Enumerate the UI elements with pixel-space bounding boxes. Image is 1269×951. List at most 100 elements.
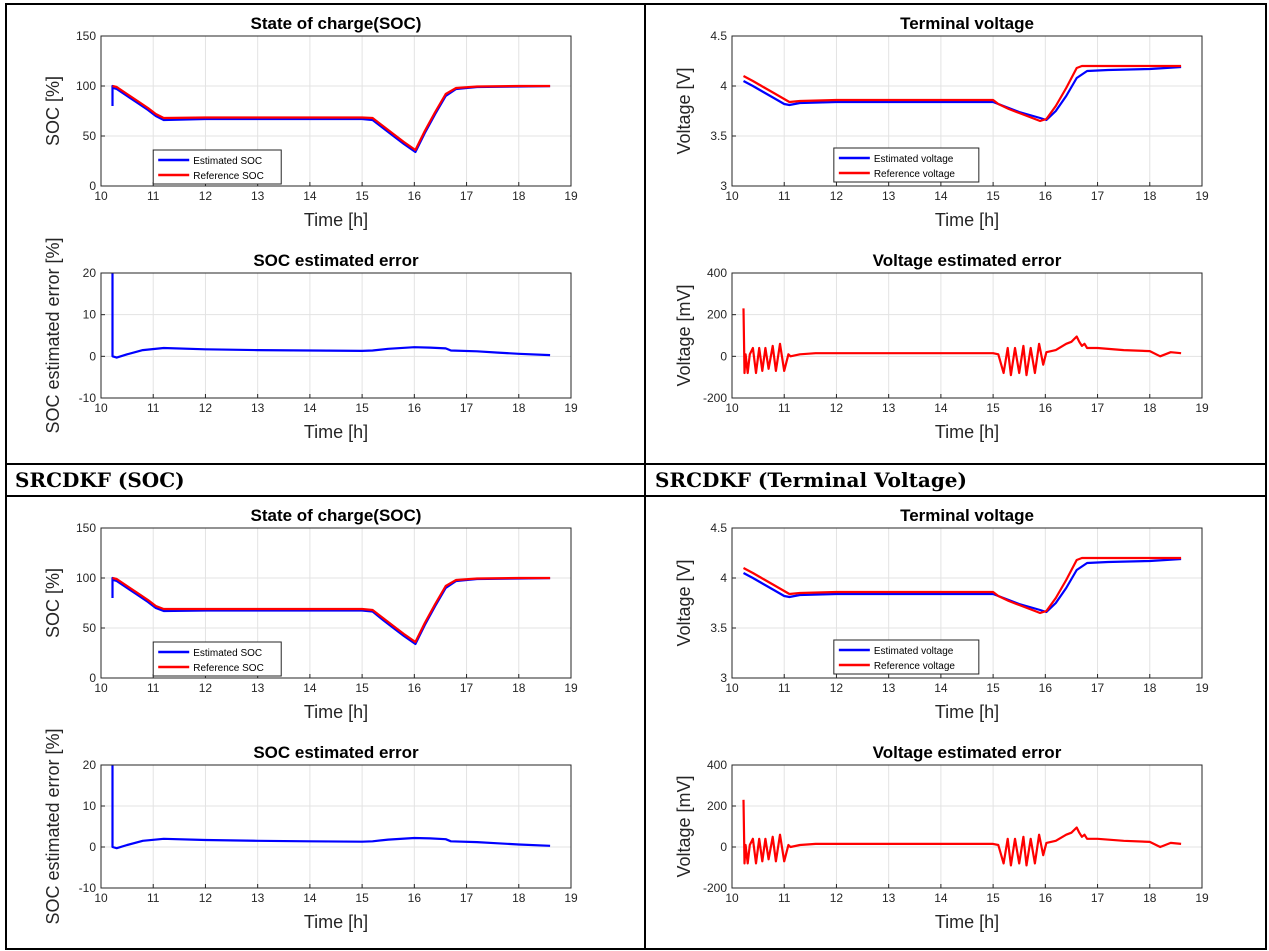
chart-title: Voltage estimated error — [873, 251, 1062, 270]
x-tick-label: 17 — [1091, 891, 1105, 905]
x-tick-label: 17 — [1091, 401, 1105, 415]
x-tick-label: 15 — [986, 681, 1000, 695]
y-tick-label: -200 — [703, 881, 727, 895]
y-tick-label: 4.5 — [710, 29, 727, 43]
x-tick-label: 17 — [460, 891, 474, 905]
y-tick-label: -10 — [79, 881, 97, 895]
x-tick-label: 13 — [251, 681, 265, 695]
table-border-middle — [644, 3, 646, 950]
chart-title: Voltage estimated error — [873, 743, 1062, 762]
x-tick-label: 19 — [1195, 681, 1209, 695]
chart-terminal-voltage-bottom: 10 11 12 13 14 15 16 17 18 19 3 3.5 4 4.5 Terminal vol… — [674, 506, 1209, 722]
x-tick-label: 19 — [564, 891, 578, 905]
x-axis-label: Time [h] — [304, 210, 368, 230]
x-axis-label: Time [h] — [935, 702, 999, 722]
x-tick-label: 12 — [199, 401, 213, 415]
chart-voltage-error-top: 10 11 12 13 14 15 16 17 18 19 -200 0 200 400 Voltage e… — [674, 251, 1209, 442]
y-tick-label: 20 — [83, 266, 97, 280]
y-axis-label: Voltage [V] — [674, 559, 694, 646]
y-axis-label: SOC [%] — [43, 76, 63, 146]
y-tick-label: 3 — [720, 179, 727, 193]
chart-soc-error-top: 10 11 12 13 14 15 16 17 18 19 -10 0 10 20 SOC estimate… — [43, 237, 578, 442]
y-tick-label: 4 — [720, 571, 727, 585]
x-tick-label: 12 — [199, 681, 213, 695]
x-axis-label: Time [h] — [935, 912, 999, 932]
chart-title: SOC estimated error — [253, 743, 419, 762]
x-tick-label: 13 — [251, 401, 265, 415]
x-tick-label: 10 — [725, 891, 739, 905]
x-tick-label: 18 — [512, 401, 526, 415]
x-tick-label: 10 — [94, 891, 108, 905]
chart-soc-bottom: 10 11 12 13 14 15 16 17 18 19 0 50 100 150 State of ch… — [43, 506, 578, 722]
x-tick-label: 19 — [564, 189, 578, 203]
x-tick-label: 14 — [303, 891, 317, 905]
x-tick-label: 17 — [460, 401, 474, 415]
legend-box — [833, 639, 980, 675]
x-tick-label: 13 — [251, 891, 265, 905]
y-tick-label: 400 — [707, 266, 727, 280]
x-tick-label: 11 — [147, 891, 160, 905]
y-tick-label: 10 — [83, 308, 97, 322]
series-line-1 — [112, 84, 551, 152]
x-tick-label: 19 — [1195, 401, 1209, 415]
x-tick-label: 10 — [94, 189, 108, 203]
y-tick-label: 50 — [83, 621, 97, 635]
y-tick-label: 4 — [720, 79, 727, 93]
y-tick-label: 4.5 — [710, 521, 727, 535]
x-tick-label: 11 — [778, 891, 791, 905]
y-tick-label: 0 — [89, 671, 96, 685]
x-tick-label: 12 — [830, 189, 844, 203]
x-tick-label: 14 — [934, 891, 948, 905]
chart-title: Terminal voltage — [900, 14, 1034, 33]
y-tick-label: -200 — [703, 391, 727, 405]
x-tick-label: 16 — [408, 681, 422, 695]
chart-title: Terminal voltage — [900, 506, 1034, 525]
x-tick-label: 16 — [1039, 681, 1053, 695]
x-tick-label: 12 — [830, 401, 844, 415]
x-tick-label: 16 — [1039, 891, 1053, 905]
y-tick-label: 150 — [76, 29, 96, 43]
legend-label: Estimated SOC — [193, 648, 262, 659]
y-tick-label: 0 — [89, 840, 96, 854]
x-tick-label: 13 — [882, 189, 896, 203]
y-axis-label: Voltage [V] — [674, 67, 694, 154]
series-line-0 — [742, 308, 1182, 377]
y-tick-label: 3.5 — [710, 129, 727, 143]
x-tick-label: 10 — [94, 681, 108, 695]
x-tick-label: 12 — [830, 681, 844, 695]
table-border-left — [5, 3, 7, 950]
series-line-0 — [742, 799, 1182, 867]
y-tick-label: 150 — [76, 521, 96, 535]
legend-box — [833, 147, 980, 183]
caption-soc: SRCDKF (SOC) — [15, 468, 185, 492]
x-tick-label: 10 — [725, 189, 739, 203]
x-tick-label: 15 — [355, 891, 369, 905]
x-tick-label: 14 — [934, 681, 948, 695]
x-tick-label: 14 — [934, 189, 948, 203]
x-tick-label: 10 — [725, 401, 739, 415]
x-tick-label: 15 — [986, 189, 1000, 203]
axes-box — [100, 35, 572, 187]
x-tick-label: 16 — [408, 189, 422, 203]
x-tick-label: 11 — [147, 401, 160, 415]
y-axis-label: Voltage [mV] — [674, 775, 694, 877]
y-tick-label: 200 — [707, 799, 727, 813]
y-axis-label: SOC [%] — [43, 568, 63, 638]
x-tick-label: 15 — [355, 401, 369, 415]
x-tick-label: 15 — [355, 189, 369, 203]
legend-label: Reference voltage — [874, 169, 956, 180]
chart-soc-top: 10 11 12 13 14 15 16 17 18 19 0 50 100 150 State of ch… — [43, 14, 578, 230]
axes-box — [731, 764, 1203, 889]
chart-terminal-voltage-top: 10 11 12 13 14 15 16 17 18 19 3 3.5 4 4.5 Terminal vol… — [674, 14, 1209, 230]
x-tick-label: 16 — [1039, 401, 1053, 415]
x-tick-label: 18 — [512, 189, 526, 203]
plot-area — [732, 765, 1202, 888]
series-line-0 — [111, 273, 551, 359]
x-tick-label: 13 — [882, 891, 896, 905]
x-tick-label: 14 — [303, 681, 317, 695]
x-tick-label: 18 — [1143, 681, 1157, 695]
x-tick-label: 13 — [882, 401, 896, 415]
table-border-top — [5, 3, 1267, 5]
x-tick-label: 18 — [512, 891, 526, 905]
y-tick-label: 0 — [89, 179, 96, 193]
